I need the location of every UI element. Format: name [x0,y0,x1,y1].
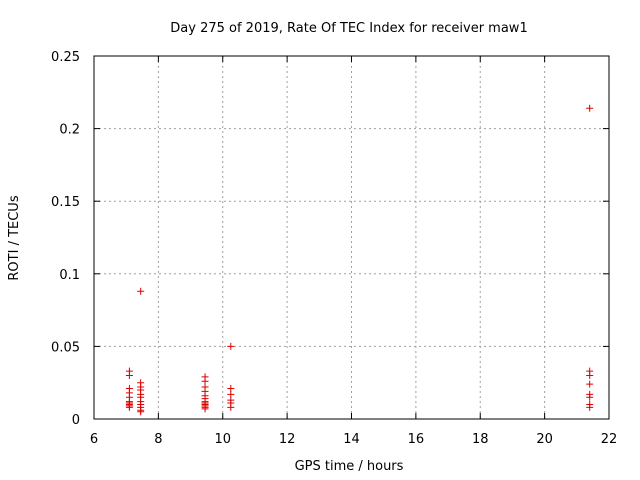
data-point [201,405,209,413]
x-tick-label: 12 [279,432,296,447]
data-point [227,403,235,411]
x-tick-label: 10 [214,432,231,447]
y-tick-label: 0.05 [51,340,80,355]
x-axis-label: GPS time / hours [295,459,404,474]
y-tick-label: 0.1 [59,268,80,283]
y-tick-label: 0.15 [51,195,80,210]
x-tick-label: 6 [90,432,98,447]
data-point [586,403,594,411]
data-points [125,104,594,416]
chart-title: Day 275 of 2019, Rate Of TEC Index for r… [170,21,527,36]
data-point [125,403,133,411]
x-tick-label: 20 [536,432,553,447]
y-tick-label: 0.25 [51,50,80,65]
data-point [586,371,594,379]
grid-lines [94,56,609,419]
axis-ticks: 6 8 10 12 14 16 18 20 22 0 0.05 0.1 0.15 0.2 0.25 [51,50,617,447]
y-tick-label: 0 [72,413,80,428]
data-point [586,393,594,401]
x-tick-label: 14 [343,432,360,447]
data-point [227,342,235,350]
x-tick-label: 8 [154,432,162,447]
x-tick-label: 18 [472,432,489,447]
data-point [125,371,133,379]
x-tick-label: 16 [408,432,425,447]
data-point [586,104,594,112]
data-point [586,380,594,388]
y-tick-label: 0.2 [59,123,80,138]
x-tick-label: 22 [601,432,618,447]
data-point [137,287,145,295]
y-axis-label: ROTI / TECUs [7,195,22,280]
data-point [137,408,145,416]
